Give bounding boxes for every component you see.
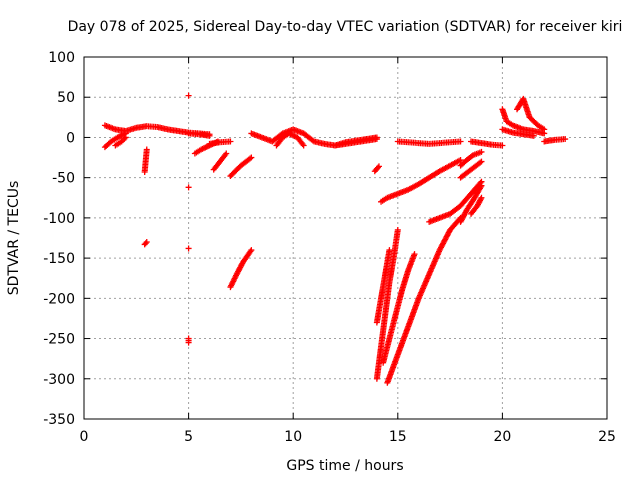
plot-frame <box>83 56 608 420</box>
data-point <box>299 141 306 148</box>
axis-ticks: 0 5 10 15 20 25 -350 -300 -250 -200 -150 -100 -50 0 50… <box>43 50 616 445</box>
y-tick-label: 0 <box>66 130 75 146</box>
data-point <box>227 138 234 145</box>
y-axis-label: SDTVAR / TECUs <box>6 181 22 296</box>
data-point <box>142 240 149 247</box>
data-point <box>457 156 464 163</box>
x-tick-label: 20 <box>493 429 511 445</box>
data-point <box>185 339 192 346</box>
y-tick-label: 50 <box>57 90 75 106</box>
data-point <box>375 163 382 170</box>
data-point <box>478 194 485 201</box>
y-tick-label: 100 <box>48 50 75 66</box>
data-point <box>477 159 484 166</box>
data-point <box>247 248 254 255</box>
y-tick-label: -50 <box>52 171 75 187</box>
y-tick-label: -300 <box>43 372 75 388</box>
data-point <box>247 155 254 162</box>
grid <box>84 57 607 419</box>
data-point <box>478 148 485 155</box>
data-point <box>373 136 380 143</box>
data-point <box>185 92 192 99</box>
data-point <box>206 132 213 139</box>
data-point <box>122 134 129 141</box>
data-point <box>478 158 485 165</box>
x-tick-label: 10 <box>284 429 302 445</box>
data-point <box>223 150 230 157</box>
data-point <box>185 245 192 252</box>
x-tick-label: 5 <box>184 429 193 445</box>
data-point <box>562 136 569 143</box>
x-tick-label: 25 <box>598 429 616 445</box>
data-point <box>185 184 192 191</box>
x-axis-label: GPS time / hours <box>286 458 403 474</box>
data-points <box>101 92 569 386</box>
data-point <box>143 146 150 153</box>
data-point <box>300 142 307 149</box>
y-tick-label: -350 <box>43 412 75 428</box>
chart-title: Day 078 of 2025, Sidereal Day-to-day VTE… <box>68 19 623 35</box>
data-point <box>411 251 418 258</box>
data-point <box>457 138 464 145</box>
data-point <box>477 184 484 191</box>
data-point <box>222 151 229 158</box>
data-point <box>248 154 255 161</box>
data-point <box>477 196 484 203</box>
y-tick-label: -200 <box>43 291 75 307</box>
y-tick-label: -150 <box>43 251 75 267</box>
data-point <box>499 142 506 149</box>
data-point <box>248 247 255 254</box>
data-point <box>541 126 548 133</box>
data-point <box>394 226 401 233</box>
data-point <box>386 247 393 254</box>
x-tick-label: 0 <box>80 429 89 445</box>
data-point <box>478 182 485 189</box>
data-point <box>143 239 150 246</box>
y-tick-label: -100 <box>43 211 75 227</box>
data-point <box>530 132 537 139</box>
x-tick-label: 15 <box>389 429 407 445</box>
data-point <box>374 164 381 171</box>
y-tick-label: -250 <box>43 332 75 348</box>
